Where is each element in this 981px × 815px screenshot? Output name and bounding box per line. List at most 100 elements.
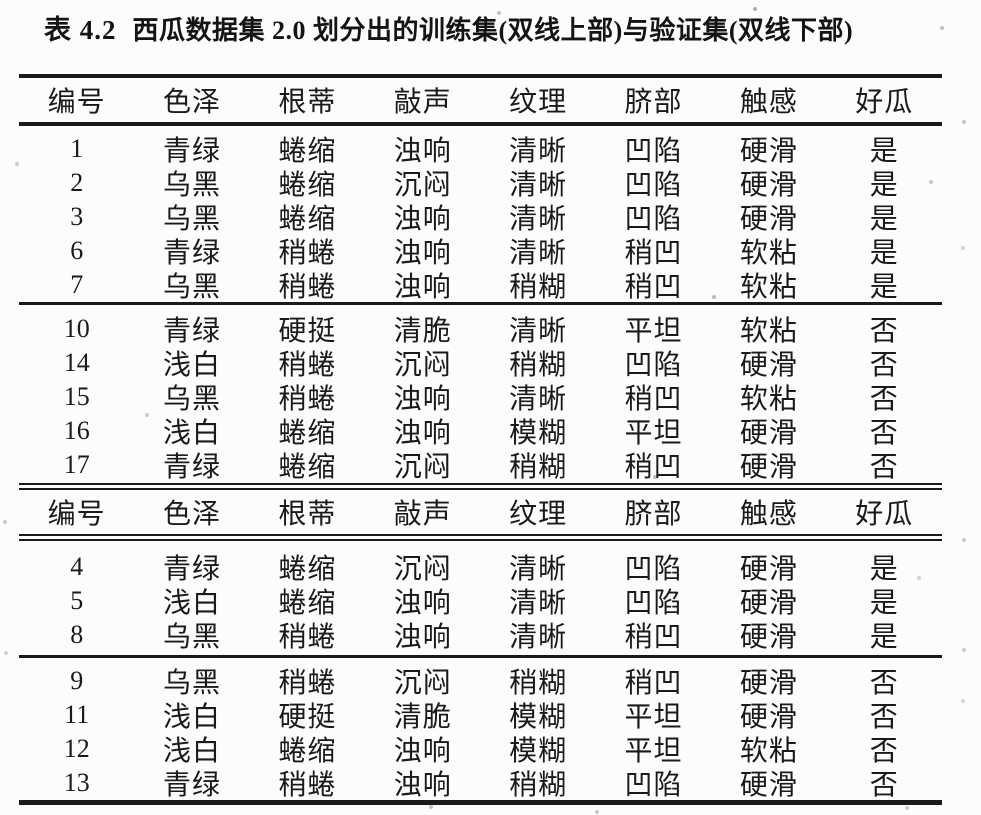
column-header: 编号 [47, 499, 106, 530]
table-cell: 凹陷 [624, 770, 683, 801]
table-cell: 硬滑 [739, 554, 798, 585]
table-cell: 稍糊 [509, 770, 568, 801]
table-cell: 硬滑 [739, 170, 798, 201]
column-header: 敲声 [393, 499, 452, 530]
table-cell: 清脆 [393, 316, 452, 347]
table-cell: 凹陷 [624, 204, 683, 235]
table-row: 5 浅白 蜷缩 浊响 清晰 凹陷 硬滑 是 [19, 581, 942, 619]
table-row: 11 浅白 硬挺 清脆 模糊 平坦 硬滑 否 [19, 695, 942, 733]
table-cell: 浊响 [393, 136, 452, 167]
table-cell: 是 [869, 622, 899, 653]
column-header: 敲声 [393, 87, 452, 118]
row-id: 17 [63, 450, 90, 479]
table-cell: 稍糊 [509, 350, 568, 381]
table-row: 6 青绿 稍蜷 浊响 清晰 稍凹 软粘 是 [19, 231, 942, 269]
row-group: 10 青绿 硬挺 清脆 清晰 平坦 软粘否 14 浅白 稍蜷 沉闷 稍糊 凹陷 硬滑否 15 乌黑 稍蜷 浊响 清晰… [19, 305, 942, 483]
row-group: 9 乌黑 稍蜷 沉闷 稍糊 稍凹 硬滑否 11 浅白 硬挺 清脆 模糊 平坦 硬滑否 12 浅白 蜷缩 浊响 模糊平… [19, 658, 942, 801]
table-cell: 凹陷 [624, 554, 683, 585]
table-rule [19, 800, 942, 805]
column-header: 脐部 [624, 499, 683, 530]
table-cell: 平坦 [624, 418, 683, 449]
header-row: 编号 色泽 根蒂 敲声 纹理 脐部 触感 好瓜 [19, 490, 942, 534]
table-cell: 清晰 [509, 622, 568, 653]
column-header: 纹理 [509, 499, 568, 530]
table-cell: 乌黑 [163, 170, 222, 201]
table-cell: 乌黑 [163, 668, 222, 699]
table-cell: 平坦 [624, 702, 683, 733]
table-cell: 沉闷 [393, 554, 452, 585]
table-cell: 稍蜷 [278, 350, 337, 381]
table-row: 2 乌黑 蜷缩 沉闷 清晰 凹陷 硬滑 是 [19, 163, 942, 201]
table-number: 表 4.2 [44, 15, 117, 45]
table-cell: 否 [869, 350, 899, 381]
table-cell: 硬挺 [278, 702, 337, 733]
table-cell: 是 [869, 272, 899, 303]
row-id: 12 [63, 734, 90, 763]
table-row: 3 乌黑 蜷缩 浊响 清晰 凹陷 硬滑 是 [19, 197, 942, 235]
row-id: 16 [63, 416, 90, 445]
table-row: 7 乌黑 稍蜷 浊响 稍糊 稍凹 软粘 是 [19, 265, 942, 303]
table-cell: 平坦 [624, 736, 683, 767]
table-row: 13 青绿 稍蜷 浊响 稍糊 凹陷 硬滑 否 [19, 763, 942, 801]
table-cell: 硬滑 [739, 702, 798, 733]
table-cell: 浊响 [393, 770, 452, 801]
table-rule [19, 483, 942, 490]
table-cell: 青绿 [163, 238, 222, 269]
table-cell: 否 [869, 702, 899, 733]
row-id: 6 [70, 236, 84, 265]
column-header: 触感 [739, 87, 798, 118]
table-cell: 硬滑 [739, 136, 798, 167]
table-row: 10 青绿 硬挺 清脆 清晰 平坦 软粘 否 [19, 309, 942, 347]
table-cell: 浅白 [163, 702, 222, 733]
table-cell: 硬滑 [739, 770, 798, 801]
table-cell: 沉闷 [393, 350, 452, 381]
table-cell: 清晰 [509, 238, 568, 269]
table-row: 9 乌黑 稍蜷 沉闷 稍糊 稍凹 硬滑 否 [19, 661, 942, 699]
table-cell: 否 [869, 418, 899, 449]
table-cell: 稍凹 [624, 668, 683, 699]
table-cell: 否 [869, 668, 899, 699]
table-cell: 软粘 [739, 238, 798, 269]
row-group: 4 青绿 蜷缩 沉闷 清晰 凹陷 硬滑是 5 浅白 蜷缩 浊响 清晰 凹陷 硬滑是 8 乌黑 稍蜷 浊响 清晰 稍凹硬… [19, 541, 942, 655]
table-cell: 是 [869, 136, 899, 167]
table-cell: 浅白 [163, 736, 222, 767]
table-cell: 凹陷 [624, 136, 683, 167]
row-id: 2 [70, 168, 84, 197]
table-cell: 蜷缩 [278, 588, 337, 619]
table-cell: 稍蜷 [278, 238, 337, 269]
table-rule [19, 534, 942, 541]
table-cell: 稍蜷 [278, 384, 337, 415]
table-cell: 否 [869, 316, 899, 347]
table-cell: 硬滑 [739, 350, 798, 381]
table-cell: 沉闷 [393, 668, 452, 699]
table-cell: 蜷缩 [278, 736, 337, 767]
table-cell: 是 [869, 554, 899, 585]
table-cell: 硬滑 [739, 418, 798, 449]
table-cell: 稍蜷 [278, 770, 337, 801]
table-cell: 蜷缩 [278, 418, 337, 449]
table-cell: 稍凹 [624, 384, 683, 415]
row-id: 1 [70, 134, 84, 163]
table-cell: 浅白 [163, 350, 222, 381]
row-id: 3 [70, 202, 84, 231]
table-cell: 青绿 [163, 316, 222, 347]
column-header: 根蒂 [278, 87, 337, 118]
table-cell: 软粘 [739, 384, 798, 415]
row-id: 13 [63, 768, 90, 797]
table-rule [19, 74, 942, 78]
table-cell: 浊响 [393, 418, 452, 449]
row-id: 15 [63, 382, 90, 411]
table-rule [19, 302, 942, 305]
table-cell: 浊响 [393, 622, 452, 653]
row-id: 14 [63, 348, 90, 377]
table-cell: 蜷缩 [278, 136, 337, 167]
table-cell: 清脆 [393, 702, 452, 733]
table-cell: 浊响 [393, 588, 452, 619]
table-cell: 模糊 [509, 736, 568, 767]
table-cell: 清晰 [509, 136, 568, 167]
table-cell: 凹陷 [624, 170, 683, 201]
table-cell: 模糊 [509, 702, 568, 733]
row-id: 9 [70, 666, 84, 695]
table-cell: 稍凹 [624, 238, 683, 269]
